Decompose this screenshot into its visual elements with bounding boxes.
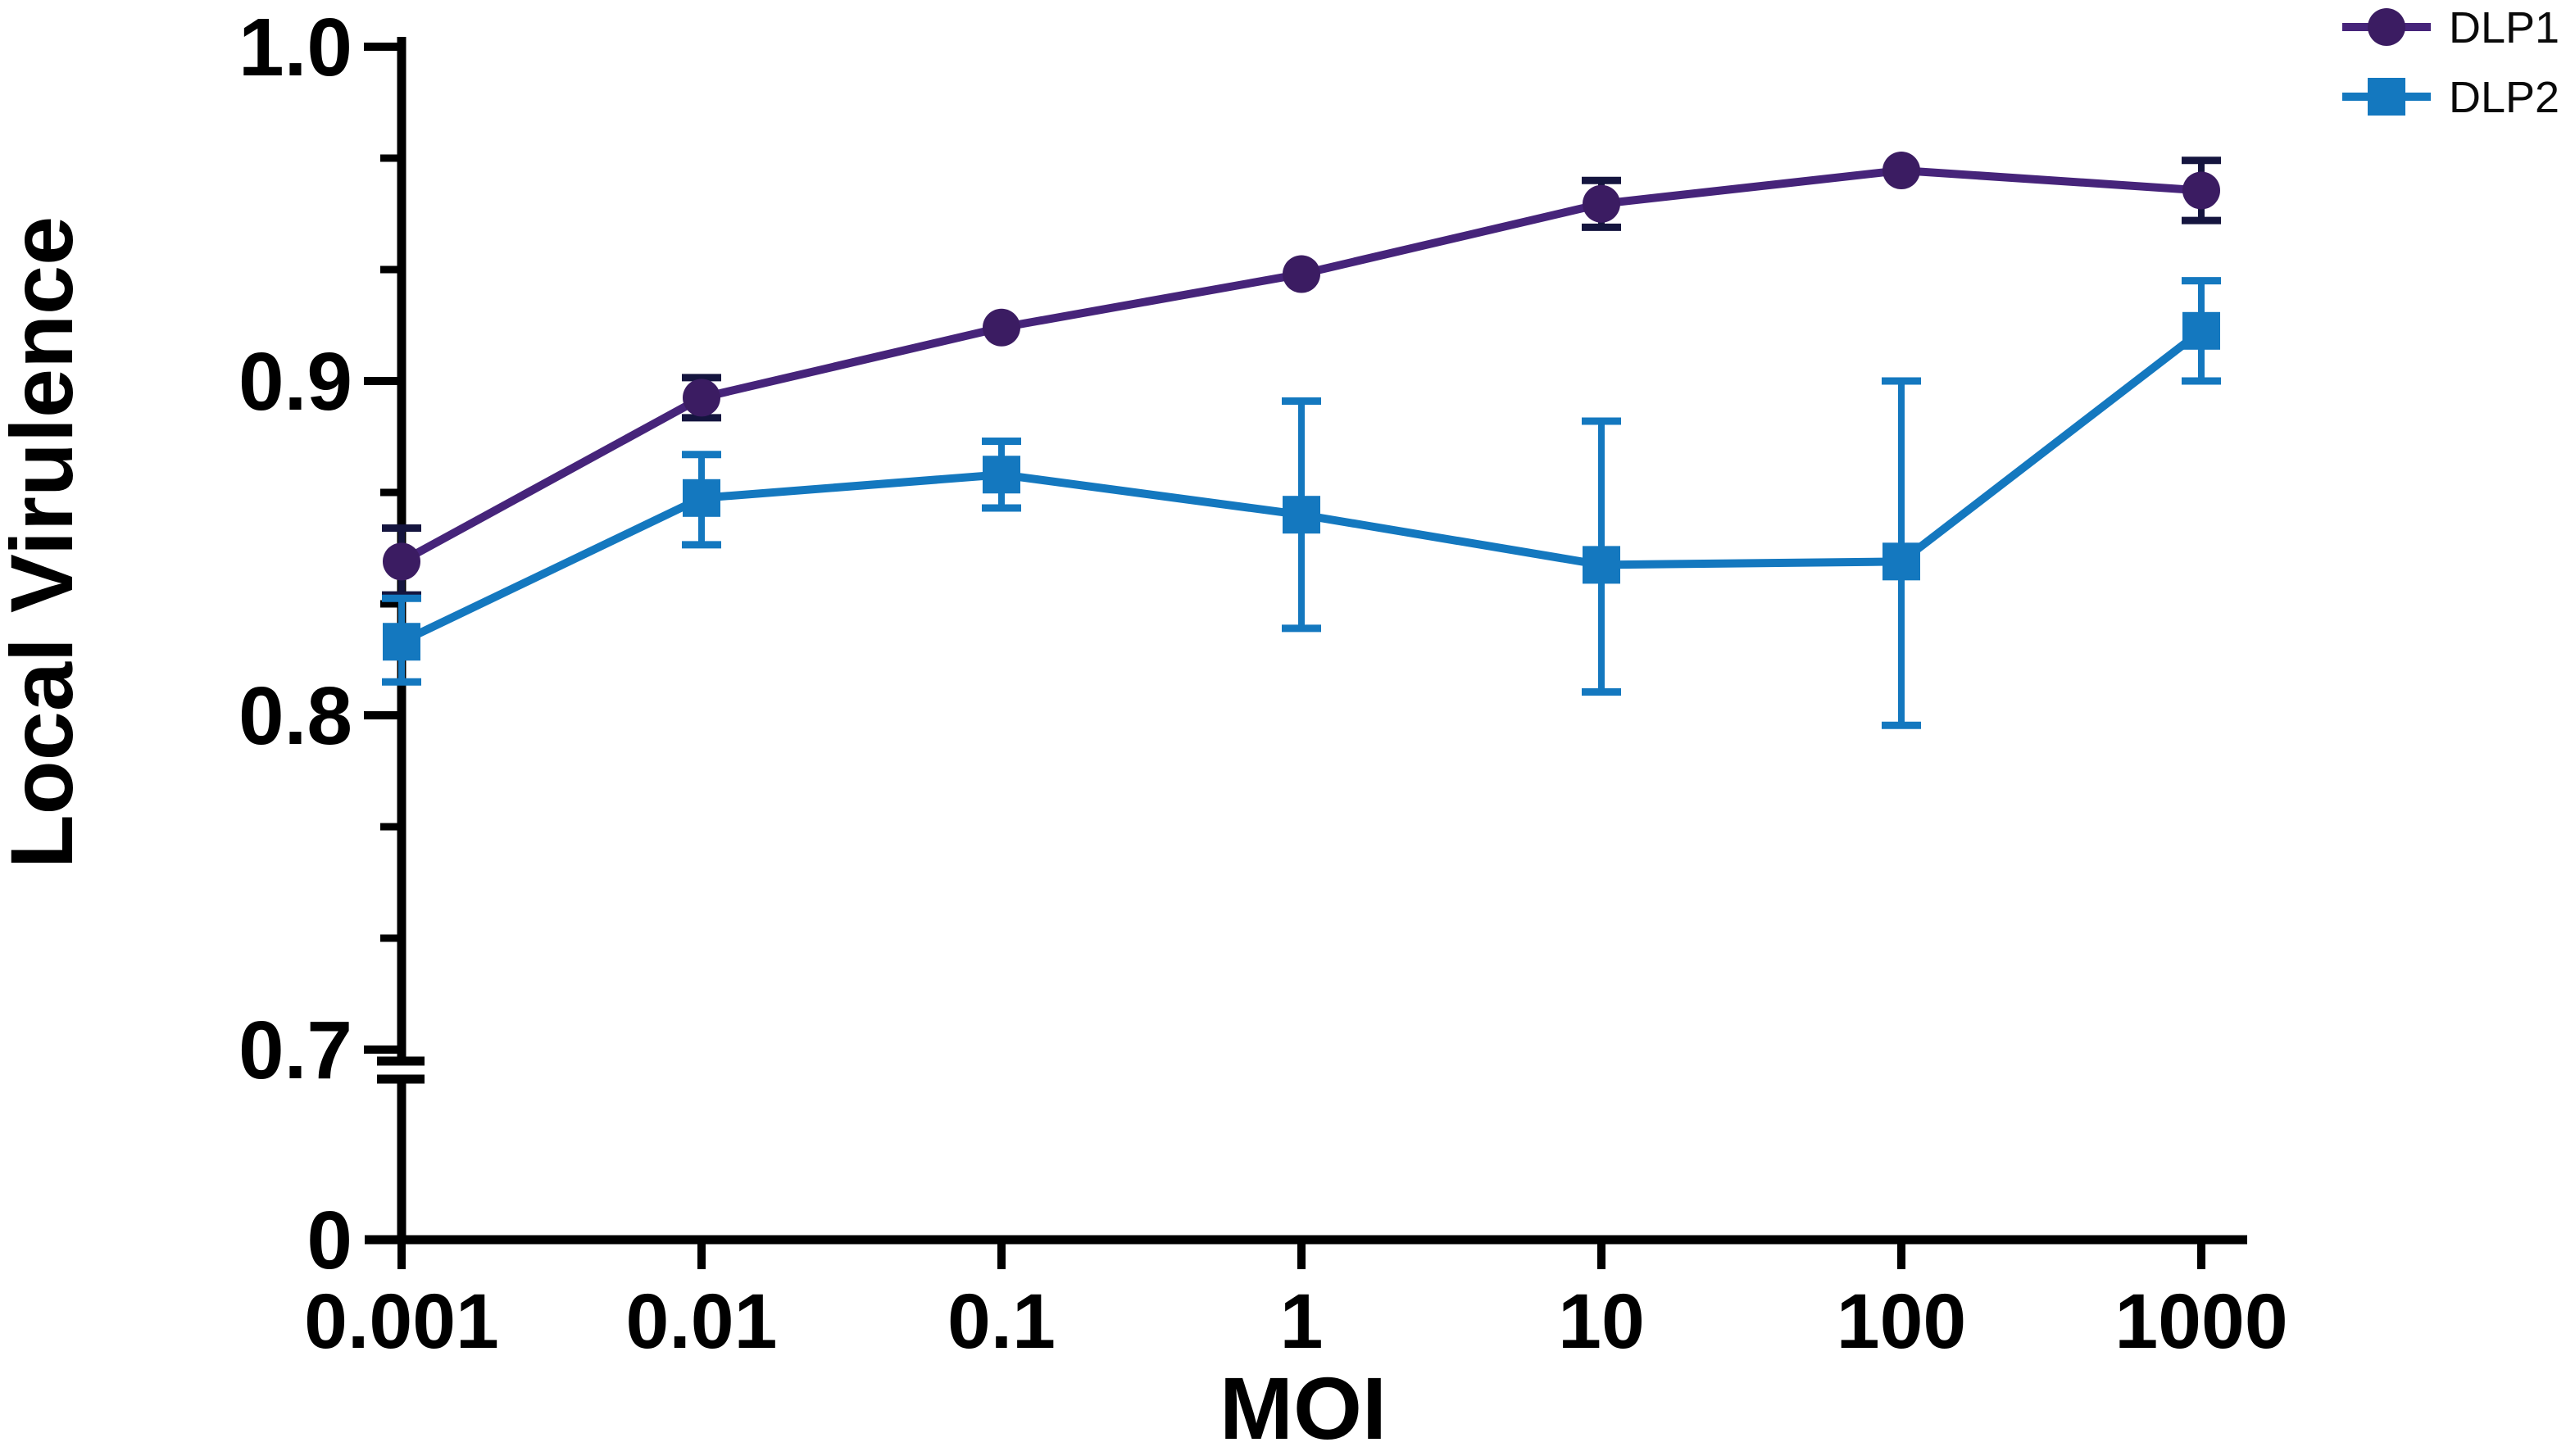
data-point-dlp2-10 xyxy=(1583,546,1620,584)
y-tick-label-0.9: 0.9 xyxy=(238,336,352,428)
data-point-dlp2-1000 xyxy=(2182,311,2220,350)
legend: DLP1 DLP2 xyxy=(2342,3,2559,122)
data-point-dlp2-0.01 xyxy=(683,479,720,517)
legend-item-dlp2: DLP2 xyxy=(2342,73,2559,122)
data-point-dlp1-0.001 xyxy=(383,542,420,581)
data-point-dlp1-1 xyxy=(1283,255,1320,293)
x-tick-label-0.01: 0.01 xyxy=(626,1278,778,1365)
y-tick-label-0.8: 0.8 xyxy=(238,670,352,762)
y-tick-label-0: 0 xyxy=(307,1195,352,1286)
legend-item-dlp1: DLP1 xyxy=(2342,3,2559,52)
legend-swatch-dlp1 xyxy=(2368,8,2405,46)
data-point-dlp1-10 xyxy=(1583,184,1620,223)
legend-label-dlp1: DLP1 xyxy=(2449,3,2559,52)
legend-label-dlp2: DLP2 xyxy=(2449,73,2559,122)
x-tick-label-10: 10 xyxy=(1558,1278,1645,1365)
data-point-dlp2-1 xyxy=(1283,496,1320,534)
y-axis-title: Local Virulence xyxy=(0,216,91,869)
axes: 1.0 0.9 0.8 0.7 00.001 0.01 0.1 1 10 100 1000 xyxy=(238,2,2288,1365)
data-point-dlp2-0.1 xyxy=(983,456,1020,494)
data-point-dlp1-0.01 xyxy=(683,379,720,417)
data-point-dlp1-1000 xyxy=(2182,171,2220,210)
x-tick-label-0.001: 0.001 xyxy=(304,1278,499,1365)
x-axis-title: MOI xyxy=(1219,1358,1387,1456)
data-point-dlp2-0.001 xyxy=(383,623,420,661)
x-tick-label-1: 1 xyxy=(1280,1278,1324,1365)
data-series xyxy=(382,151,2221,729)
y-tick-label-1.0: 1.0 xyxy=(238,2,352,93)
data-point-dlp1-100 xyxy=(1882,151,1920,189)
x-tick-label-1000: 1000 xyxy=(2114,1278,2287,1365)
data-point-dlp1-0.1 xyxy=(983,308,1020,347)
x-tick-label-100: 100 xyxy=(1837,1278,1967,1365)
legend-swatch-dlp2 xyxy=(2368,78,2405,116)
data-point-dlp2-100 xyxy=(1882,542,1920,581)
y-tick-label-0.7: 0.7 xyxy=(238,1005,352,1096)
x-tick-label-0.1: 0.1 xyxy=(947,1278,1056,1365)
